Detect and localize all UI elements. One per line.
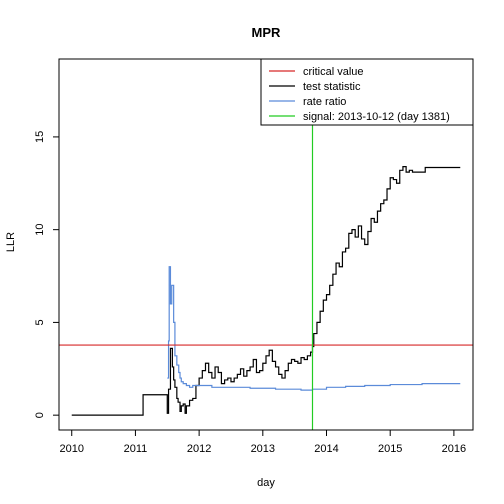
y-tick-label: 0 <box>34 412 46 418</box>
x-tick-label: 2012 <box>187 443 211 455</box>
x-tick-label: 2010 <box>59 443 83 455</box>
x-tick-label: 2011 <box>124 443 148 455</box>
y-axis-label: LLR <box>5 232 17 252</box>
y-tick-label: 10 <box>34 224 46 236</box>
legend: critical value test statistic rate ratio si… <box>260 58 474 126</box>
x-tick-label: 2013 <box>251 443 275 455</box>
x-axis-label: day <box>257 477 275 489</box>
series-rate-ratio <box>167 266 461 391</box>
x-axis: 2010 2011 2012 2013 2014 2015 2016 <box>59 429 466 455</box>
y-tick-label: 5 <box>34 319 46 325</box>
x-tick-label: 2016 <box>442 443 466 455</box>
legend-label: rate ratio <box>303 96 346 108</box>
legend-label: critical value <box>303 66 364 78</box>
legend-label: test statistic <box>303 81 361 93</box>
x-tick-label: 2014 <box>314 443 338 455</box>
legend-label: signal: 2013-10-12 (day 1381) <box>303 111 450 123</box>
y-tick-label: 15 <box>34 131 46 143</box>
legend-box <box>260 58 474 126</box>
x-tick-label: 2015 <box>378 443 402 455</box>
y-axis: 0 5 10 15 <box>34 131 60 418</box>
series-test-statistic <box>71 165 461 416</box>
chart-title: MPR <box>252 25 282 40</box>
